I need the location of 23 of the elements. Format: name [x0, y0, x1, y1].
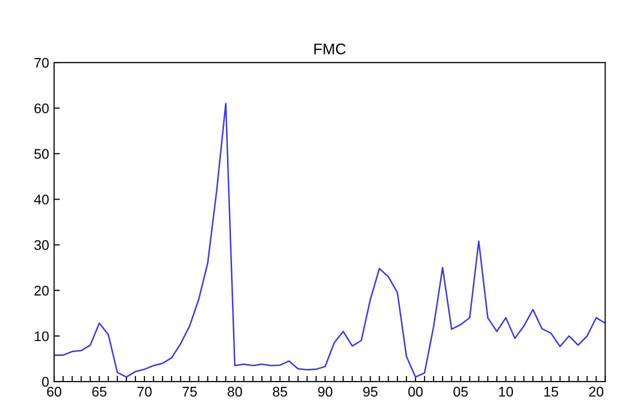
x-tick-label: 80	[228, 386, 242, 397]
x-tick-label: 75	[182, 386, 197, 397]
x-tick-label: 15	[544, 386, 558, 397]
chart-title: FMC	[314, 44, 346, 54]
y-tick-label: 30	[34, 240, 49, 250]
x-tick-label: 90	[318, 386, 332, 397]
x-tick-label: 05	[453, 386, 468, 397]
y-tick-label: 20	[34, 286, 49, 296]
x-tick-label: 10	[499, 386, 514, 397]
x-tick-label: 65	[92, 386, 106, 397]
y-tick-label: 0	[42, 376, 49, 387]
x-tick-label: 85	[272, 386, 288, 397]
y-tick-label: 40	[34, 194, 49, 204]
y-tick-label: 60	[34, 103, 49, 114]
x-tick-label: 95	[363, 386, 378, 397]
x-tick-label: 70	[137, 386, 152, 397]
y-tick-label: 10	[34, 331, 49, 342]
x-tick-label: 60	[47, 386, 62, 397]
x-tick-label: 00	[408, 386, 423, 397]
y-tick-label: 70	[34, 58, 49, 68]
x-tick-label: 20	[589, 386, 604, 397]
line-series	[54, 102, 606, 378]
y-tick-label: 50	[34, 149, 49, 159]
